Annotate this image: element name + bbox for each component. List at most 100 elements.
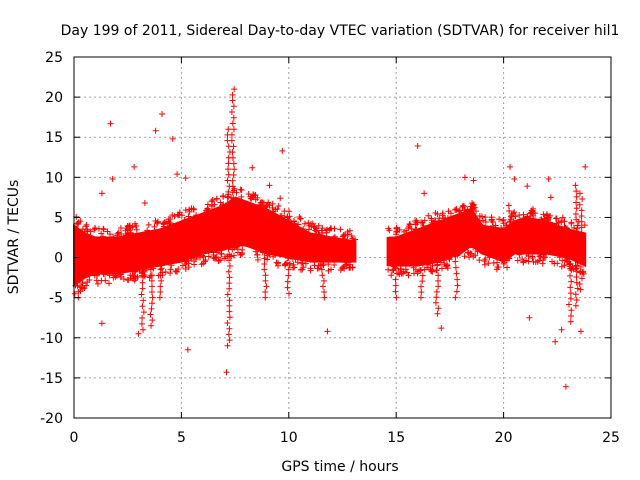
data-point (318, 266, 325, 273)
data-point (419, 219, 426, 226)
data-point (577, 263, 584, 270)
data-point (494, 264, 501, 271)
data-point (413, 217, 420, 224)
data-point (148, 272, 155, 279)
data-point (573, 228, 580, 235)
data-point (225, 160, 232, 167)
data-point (418, 250, 425, 257)
data-point (224, 200, 231, 207)
data-point (193, 212, 200, 219)
data-point (284, 278, 291, 285)
data-point (315, 262, 322, 269)
data-point (224, 137, 231, 144)
data-point (511, 175, 518, 182)
data-point (225, 234, 232, 241)
data-point (277, 195, 284, 202)
data-point (284, 214, 291, 221)
data-point (508, 213, 515, 220)
data-point (436, 215, 443, 222)
data-point (254, 194, 261, 201)
data-point (266, 182, 273, 189)
data-point (138, 320, 145, 327)
data-point (453, 288, 460, 295)
data-point (101, 271, 108, 278)
data-point (464, 249, 471, 256)
data-point (284, 255, 291, 262)
data-point (226, 314, 233, 321)
data-point (394, 252, 401, 259)
data-point (175, 266, 182, 273)
data-point (434, 250, 441, 257)
data-point (466, 254, 473, 261)
data-point (79, 226, 86, 233)
data-point (434, 266, 441, 273)
data-point (547, 219, 554, 226)
data-point (285, 217, 292, 224)
data-point (302, 260, 309, 267)
data-point (225, 268, 232, 275)
data-point (262, 244, 269, 251)
data-point (296, 213, 303, 220)
data-point (339, 265, 346, 272)
data-point (138, 291, 145, 298)
data-point (540, 211, 547, 218)
data-point (231, 86, 238, 93)
x-tick-label: 5 (177, 430, 186, 446)
data-point (320, 238, 327, 245)
x-tick-label: 20 (495, 430, 513, 446)
data-point (275, 202, 282, 209)
data-point (577, 328, 584, 335)
y-tick-label: 25 (45, 50, 63, 66)
data-point (191, 261, 198, 268)
data-point (220, 201, 227, 208)
data-point (459, 204, 466, 211)
data-point (122, 227, 129, 234)
data-point (573, 296, 580, 303)
data-point (149, 244, 156, 251)
data-point (337, 226, 344, 233)
data-point (147, 311, 154, 318)
data-point (117, 271, 124, 278)
data-point (285, 254, 292, 261)
data-point (417, 267, 424, 274)
data-point (225, 171, 232, 178)
data-point (174, 268, 181, 275)
data-point (536, 257, 543, 264)
data-point (544, 217, 551, 224)
data-point (445, 208, 452, 215)
data-point (157, 255, 164, 262)
data-point (205, 253, 212, 260)
data-point (72, 282, 79, 289)
data-point (352, 236, 359, 243)
data-point (573, 251, 580, 258)
data-point (578, 241, 585, 248)
data-point (505, 230, 512, 237)
data-point (399, 270, 406, 277)
data-point (581, 222, 588, 229)
data-point (476, 217, 483, 224)
y-tick-label: 5 (54, 210, 63, 226)
data-point (139, 279, 146, 286)
data-point (140, 262, 147, 269)
data-point (107, 120, 114, 127)
data-point (321, 294, 328, 301)
data-point (429, 262, 436, 269)
data-point (320, 277, 327, 284)
data-point (106, 272, 113, 279)
data-point (141, 200, 148, 207)
data-point (211, 255, 218, 262)
data-point (393, 294, 400, 301)
data-point (286, 208, 293, 215)
data-point (439, 212, 446, 219)
data-point (327, 225, 334, 232)
data-point (102, 277, 109, 284)
data-point (140, 309, 147, 316)
data-point (558, 326, 565, 333)
data-point (98, 230, 105, 237)
data-point (574, 262, 581, 269)
data-point (474, 248, 481, 255)
data-point (535, 250, 542, 257)
data-point (190, 206, 197, 213)
data-point (435, 283, 442, 290)
data-point (252, 248, 259, 255)
